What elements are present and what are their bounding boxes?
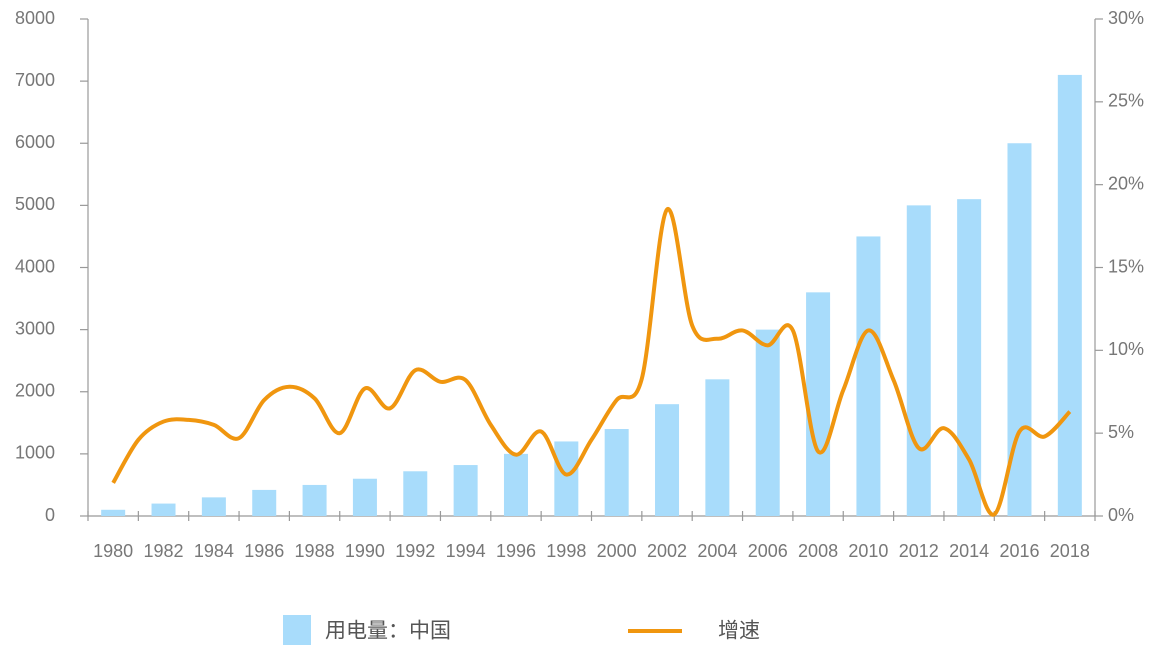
bar (957, 199, 982, 516)
bar (806, 292, 831, 516)
y-tick-label: 8000 (15, 8, 55, 28)
bar (906, 205, 931, 516)
y2-tick-label: 5% (1108, 422, 1134, 442)
x-tick-label: 1984 (194, 541, 234, 561)
y2-tick-label: 25% (1108, 91, 1144, 111)
bar (352, 478, 377, 516)
growth-line (111, 207, 1072, 517)
y2-tick-label: 20% (1108, 173, 1144, 193)
x-tick-label: 2016 (999, 541, 1039, 561)
x-tick-label: 2006 (748, 541, 788, 561)
x-tick-label: 1998 (546, 541, 586, 561)
x-tick-label: 1994 (446, 541, 486, 561)
y-tick-label: 1000 (15, 443, 55, 463)
y2-tick-label: 15% (1108, 256, 1144, 276)
bar (1057, 74, 1082, 516)
bar (503, 453, 528, 516)
y2-tick-label: 10% (1108, 339, 1144, 359)
y-tick-label: 7000 (15, 70, 55, 90)
y-tick-label: 5000 (15, 194, 55, 214)
x-tick-label: 1980 (93, 541, 133, 561)
bar (151, 503, 176, 516)
x-tick-label: 2004 (697, 541, 737, 561)
x-tick-label: 1988 (295, 541, 335, 561)
x-tick-label: 2008 (798, 541, 838, 561)
y-tick-label: 6000 (15, 132, 55, 152)
bar (252, 489, 277, 516)
y2-tick-label: 0% (1108, 505, 1134, 525)
legend-label: 用电量：中国 (325, 620, 451, 643)
x-tick-label: 1990 (345, 541, 385, 561)
y2-tick-label: 30% (1108, 8, 1144, 28)
y-tick-label: 3000 (15, 318, 55, 338)
bar (604, 429, 629, 516)
y-tick-label: 2000 (15, 381, 55, 401)
x-tick-label: 1996 (496, 541, 536, 561)
x-tick-label: 2010 (848, 541, 888, 561)
x-tick-label: 2014 (949, 541, 989, 561)
x-tick-label: 2002 (647, 541, 687, 561)
x-tick-label: 2012 (899, 541, 939, 561)
bar (705, 379, 730, 516)
x-tick-label: 2018 (1050, 541, 1090, 561)
legend-label: 增速 (718, 620, 760, 643)
bar (856, 236, 881, 516)
bar (403, 471, 428, 516)
x-tick-label: 1986 (244, 541, 284, 561)
bar (755, 329, 780, 516)
legend-swatch (283, 615, 311, 645)
x-tick-label: 1982 (144, 541, 184, 561)
bar (201, 497, 226, 516)
y-tick-label: 0 (45, 505, 55, 525)
y-tick-label: 4000 (15, 256, 55, 276)
bar (302, 484, 327, 516)
bar (101, 509, 126, 516)
x-tick-label: 1992 (395, 541, 435, 561)
bar (655, 404, 680, 516)
bar (554, 441, 579, 516)
bar (453, 465, 478, 516)
x-tick-label: 2000 (597, 541, 637, 561)
